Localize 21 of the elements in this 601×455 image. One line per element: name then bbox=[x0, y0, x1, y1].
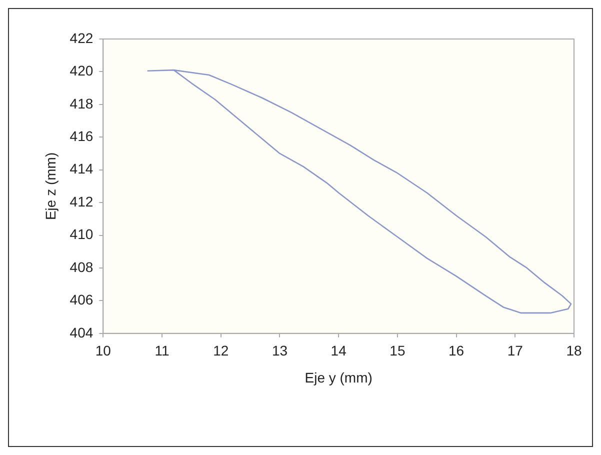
y-tick-label: 422 bbox=[70, 30, 94, 46]
x-tick-label: 17 bbox=[507, 342, 524, 359]
x-axis-title: Eje y (mm) bbox=[304, 369, 372, 386]
y-tick-label: 420 bbox=[70, 62, 94, 79]
y-tick-label: 412 bbox=[70, 193, 94, 210]
y-tick-label: 416 bbox=[70, 128, 94, 144]
x-tick-label: 12 bbox=[213, 342, 229, 359]
x-tick-label: 11 bbox=[154, 342, 170, 359]
y-tick-label: 410 bbox=[70, 226, 94, 242]
y-tick-label: 406 bbox=[70, 292, 94, 308]
x-tick-label: 13 bbox=[272, 342, 288, 359]
y-tick-label: 418 bbox=[70, 95, 94, 112]
x-tick-label: 18 bbox=[566, 342, 582, 359]
y-tick-label: 414 bbox=[70, 160, 94, 177]
y-tick-label: 404 bbox=[70, 324, 94, 340]
x-tick-label: 10 bbox=[95, 342, 112, 359]
x-tick-label: 15 bbox=[390, 342, 406, 359]
x-tick-label: 16 bbox=[448, 342, 464, 359]
x-tick-label: 14 bbox=[330, 342, 347, 359]
y-tick-label: 408 bbox=[70, 258, 94, 275]
y-axis-title: Eje z (mm) bbox=[42, 152, 58, 220]
